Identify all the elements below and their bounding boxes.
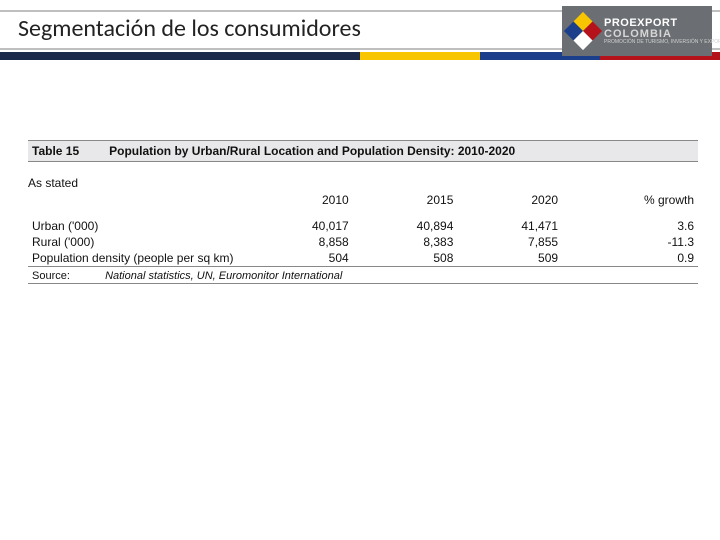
table-row: Urban ('000) 40,017 40,894 41,471 3.6 bbox=[28, 218, 698, 234]
population-table: Table 15 Population by Urban/Rural Locat… bbox=[28, 140, 698, 286]
page-title: Segmentación de los consumidores bbox=[18, 14, 361, 43]
table-header-row: 2010 2015 2020 % growth bbox=[28, 192, 698, 208]
cell: 7,855 bbox=[457, 234, 562, 250]
col-2015: 2015 bbox=[353, 192, 458, 208]
cell: 3.6 bbox=[562, 218, 698, 234]
table-unit-note: As stated bbox=[28, 176, 698, 190]
logo-text-line2: COLOMBIA bbox=[604, 29, 720, 40]
cell: 40,017 bbox=[248, 218, 353, 234]
cell: 8,383 bbox=[353, 234, 458, 250]
logo-tagline: PROMOCIÓN DE TURISMO, INVERSIÓN Y EXPORT… bbox=[604, 40, 720, 45]
table-number: Table 15 bbox=[32, 144, 79, 158]
row-label: Urban ('000) bbox=[28, 218, 248, 234]
data-table: 2010 2015 2020 % growth Urban ('000) 40,… bbox=[28, 192, 698, 286]
table-row: Rural ('000) 8,858 8,383 7,855 -11.3 bbox=[28, 234, 698, 250]
cell: 8,858 bbox=[248, 234, 353, 250]
row-label: Population density (people per sq km) bbox=[28, 250, 248, 267]
cell: 509 bbox=[457, 250, 562, 267]
cell: 508 bbox=[353, 250, 458, 267]
cell: 504 bbox=[248, 250, 353, 267]
table-title: Population by Urban/Rural Location and P… bbox=[109, 144, 515, 158]
col-2020: 2020 bbox=[457, 192, 562, 208]
table-row: Population density (people per sq km) 50… bbox=[28, 250, 698, 267]
source-label: Source: bbox=[32, 270, 102, 282]
cell: 0.9 bbox=[562, 250, 698, 267]
table-title-bar: Table 15 Population by Urban/Rural Locat… bbox=[28, 140, 698, 162]
table-source-row: Source: National statistics, UN, Euromon… bbox=[28, 269, 698, 284]
cell: -11.3 bbox=[562, 234, 698, 250]
slide-header: Segmentación de los consumidores PROEXPO… bbox=[0, 0, 720, 62]
cell: 40,894 bbox=[353, 218, 458, 234]
cell: 41,471 bbox=[457, 218, 562, 234]
col-growth: % growth bbox=[562, 192, 698, 208]
source-text: National statistics, UN, Euromonitor Int… bbox=[105, 270, 342, 282]
row-label: Rural ('000) bbox=[28, 234, 248, 250]
proexport-logo: PROEXPORT COLOMBIA PROMOCIÓN DE TURISMO,… bbox=[562, 6, 712, 56]
col-2010: 2010 bbox=[248, 192, 353, 208]
col-blank bbox=[28, 192, 248, 208]
logo-mark-icon bbox=[564, 12, 602, 50]
logo-text-line1: PROEXPORT bbox=[604, 18, 720, 29]
